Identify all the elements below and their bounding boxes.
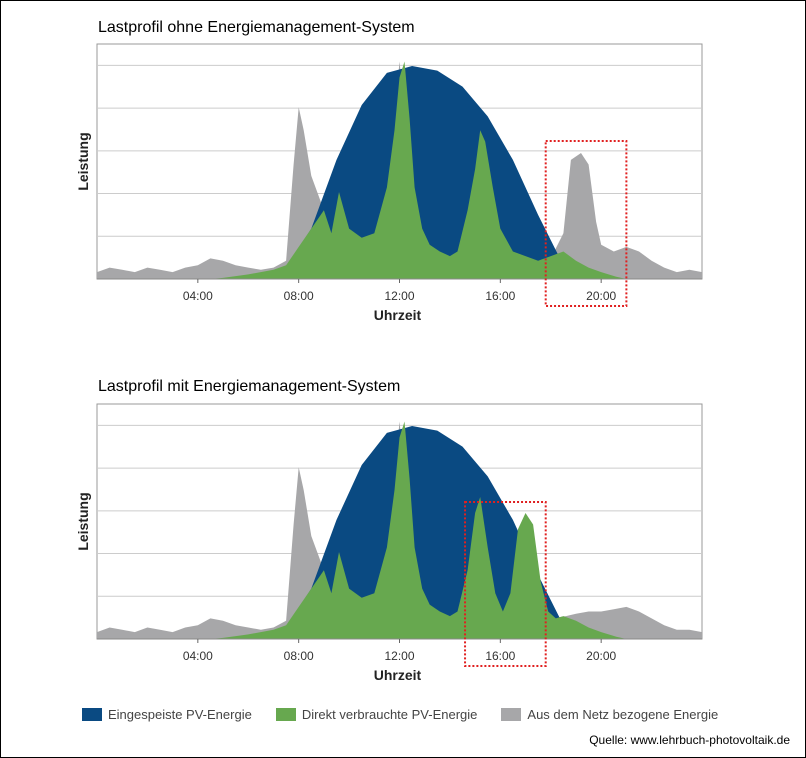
legend-item-grid: Aus dem Netz bezogene Energie: [501, 707, 718, 722]
x-tick-label: 20:00: [586, 649, 616, 663]
x-axis-label: Uhrzeit: [374, 667, 422, 683]
chart-title-top: Lastprofil ohne Energiemanagement-System: [98, 19, 415, 36]
legend-item-self-consumption: Direkt verbrauchte PV-Energie: [275, 707, 478, 722]
x-tick-label: 16:00: [485, 649, 515, 663]
x-axis-label: Uhrzeit: [374, 307, 422, 323]
source-credit: Quelle: www.lehrbuch-photovoltaik.de: [589, 733, 790, 747]
chart-title-bottom: Lastprofil mit Energiemanagement-System: [98, 378, 401, 395]
x-tick-label: 04:00: [183, 649, 213, 663]
legend: Eingespeiste PV-Energie Direkt verbrauch…: [82, 707, 742, 722]
area-self-consumption: [210, 421, 627, 639]
x-tick-label: 12:00: [384, 649, 414, 663]
x-tick-label: 12:00: [384, 289, 414, 303]
chart-top: 04:00 08:00 12:00 16:00 20:00 Uhrzeit Leistung: [75, 43, 703, 323]
x-tick-label: 04:00: [183, 289, 213, 303]
y-axis-label: Leistung: [75, 492, 91, 550]
legend-label-grid: Aus dem Netz bezogene Energie: [527, 707, 719, 722]
x-tick-label: 20:00: [586, 289, 616, 303]
legend-item-feed-in: Eingespeiste PV-Energie: [82, 707, 252, 722]
area-self-consumption: [210, 61, 627, 279]
legend-swatch-feed-in: [82, 708, 102, 721]
x-tick-label: 16:00: [485, 289, 515, 303]
legend-swatch-self-consumption: [275, 708, 296, 721]
y-axis-label: Leistung: [75, 132, 91, 190]
x-tick-label: 08:00: [284, 649, 314, 663]
x-tick-label: 08:00: [284, 289, 314, 303]
legend-label-feed-in: Eingespeiste PV-Energie: [108, 707, 252, 722]
legend-label-self-consumption: Direkt verbrauchte PV-Energie: [301, 707, 478, 722]
legend-swatch-grid: [501, 708, 522, 721]
chart-bottom: 04:00 08:00 12:00 16:00 20:00 Uhrzeit Leistung: [75, 403, 703, 683]
highlight-box: [544, 140, 628, 307]
highlight-box: [464, 501, 547, 667]
